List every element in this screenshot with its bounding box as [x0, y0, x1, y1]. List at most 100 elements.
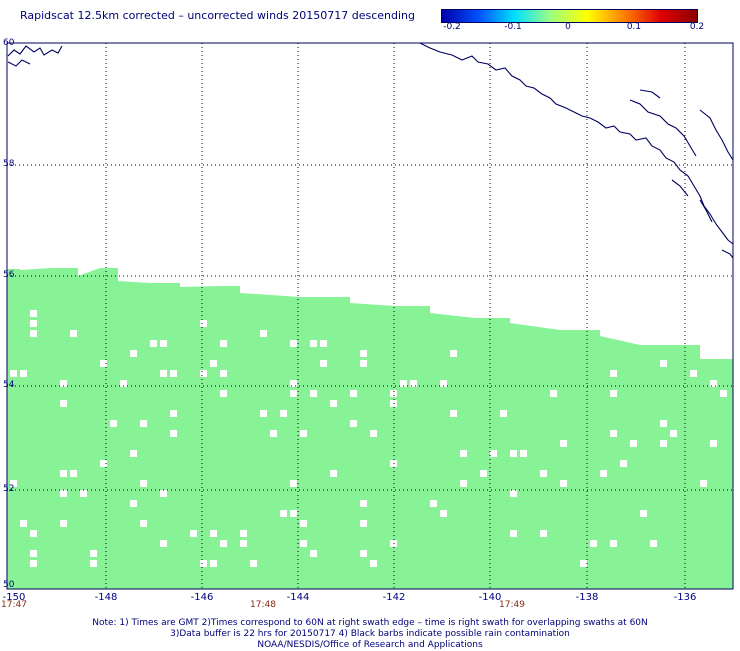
gap-cell	[550, 390, 557, 397]
gap-cell	[670, 430, 677, 437]
gap-cell	[240, 530, 247, 537]
gap-cell	[460, 450, 467, 457]
gap-cell	[260, 410, 267, 417]
gap-cell	[450, 350, 457, 357]
note-line: 3)Data buffer is 22 hrs for 20150717 4) …	[170, 629, 570, 639]
map-frame	[6, 42, 734, 590]
gap-cell	[410, 380, 417, 387]
gap-cell	[390, 390, 397, 397]
gap-cell	[130, 450, 137, 457]
gap-cell	[450, 410, 457, 417]
gap-cell	[710, 380, 717, 387]
gap-cell	[440, 510, 447, 517]
gap-cell	[90, 550, 97, 557]
gap-cell	[310, 340, 317, 347]
gap-cell	[510, 450, 517, 457]
lat-label: 60	[3, 38, 15, 48]
swath-area	[7, 268, 733, 589]
gap-cell	[30, 330, 37, 337]
gap-cell	[290, 340, 297, 347]
gap-cell	[510, 530, 517, 537]
gap-cell	[600, 470, 607, 477]
gap-cell	[220, 370, 227, 377]
gap-cell	[30, 530, 37, 537]
gap-cell	[300, 520, 307, 527]
gap-cell	[540, 470, 547, 477]
gap-cell	[90, 560, 97, 567]
lat-label: 50	[3, 580, 15, 590]
time-label: 17:47	[1, 600, 27, 610]
alaska-coast	[7, 42, 734, 245]
gap-cell	[660, 360, 667, 367]
coastline	[7, 42, 734, 259]
gap-cell	[60, 380, 67, 387]
gap-cell	[200, 560, 207, 567]
gap-cell	[60, 490, 67, 497]
gap-cell	[60, 400, 67, 407]
lon-label: -144	[286, 592, 310, 603]
gap-cell	[130, 350, 137, 357]
swath-cells	[7, 268, 733, 589]
cbar-tick: 0	[565, 22, 571, 32]
gap-cell	[280, 510, 287, 517]
gap-cell	[360, 550, 367, 557]
color-bar	[441, 9, 698, 23]
gap-cell	[330, 470, 337, 477]
gap-cell	[100, 460, 107, 467]
gap-cell	[30, 560, 37, 567]
gap-cell	[270, 430, 277, 437]
gap-cell	[160, 370, 167, 377]
gap-cell	[260, 330, 267, 337]
gap-cell	[160, 540, 167, 547]
lat-lon-grid	[7, 43, 733, 589]
gap-cell	[200, 320, 207, 327]
gap-cell	[480, 470, 487, 477]
gap-cell	[560, 480, 567, 487]
map-title: Rapidscat 12.5km corrected – uncorrected…	[20, 9, 416, 22]
gap-cell	[160, 340, 167, 347]
gap-cell	[620, 460, 627, 467]
gap-cell	[250, 560, 257, 567]
gap-cell	[20, 370, 27, 377]
island-coast	[7, 59, 734, 259]
gap-cell	[80, 490, 87, 497]
gap-cell	[290, 380, 297, 387]
gap-cell	[720, 390, 727, 397]
gap-cell	[120, 380, 127, 387]
gap-cell	[510, 490, 517, 497]
gap-cell	[360, 360, 367, 367]
gap-cell	[60, 470, 67, 477]
gap-cell	[460, 480, 467, 487]
gap-cell	[10, 370, 17, 377]
gap-cell	[220, 390, 227, 397]
gap-cell	[430, 500, 437, 507]
gap-cell	[100, 360, 107, 367]
gap-cell	[210, 560, 217, 567]
lon-label: -148	[94, 592, 118, 603]
gap-cell	[400, 380, 407, 387]
gap-cell	[70, 330, 77, 337]
lon-label: -140	[478, 592, 502, 603]
lon-label: -138	[575, 592, 599, 603]
gap-cell	[210, 360, 217, 367]
gap-cell	[320, 360, 327, 367]
lat-label: 52	[3, 484, 15, 494]
gap-cell	[350, 420, 357, 427]
gap-cell	[710, 440, 717, 447]
gap-cell	[490, 450, 497, 457]
gap-cell	[220, 340, 227, 347]
lon-label: -146	[190, 592, 214, 603]
gap-cell	[560, 440, 567, 447]
gap-cell	[350, 390, 357, 397]
gap-cell	[580, 560, 587, 567]
gap-cell	[610, 430, 617, 437]
gap-cell	[610, 390, 617, 397]
cbar-tick: -0.2	[443, 22, 461, 32]
gap-cell	[110, 420, 117, 427]
gap-cell	[300, 430, 307, 437]
gap-cell	[660, 420, 667, 427]
gap-cell	[610, 540, 617, 547]
gap-cell	[360, 350, 367, 357]
lat-label: 54	[3, 380, 15, 390]
gap-cell	[650, 540, 657, 547]
